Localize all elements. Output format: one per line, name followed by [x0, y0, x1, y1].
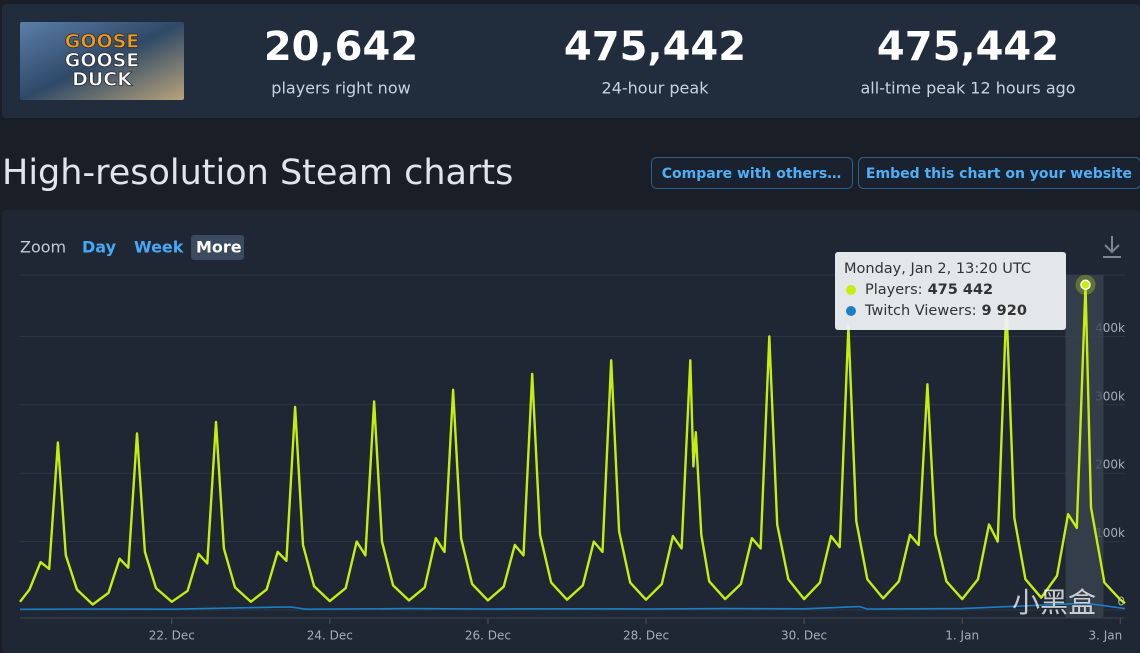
x-tick-label: 30. Dec: [781, 629, 827, 643]
button[interactable]: Compare with others…: [651, 157, 853, 189]
x-tick-label: 26. Dec: [465, 629, 511, 643]
stats-panel: [2, 4, 1140, 118]
zoom-option[interactable]: Week: [134, 238, 184, 257]
button-label: Compare with others…: [662, 166, 842, 182]
download-glyph: [1103, 236, 1121, 258]
button-label: Embed this chart on your website: [866, 166, 1132, 182]
zoom-option[interactable]: Day: [82, 238, 117, 257]
stat-value: 475,442: [564, 24, 746, 70]
zoom-active-bg: [191, 235, 244, 260]
zoom-option[interactable]: More: [196, 238, 242, 257]
x-tick-label: 24. Dec: [307, 629, 353, 643]
tooltip-title: Monday, Jan 2, 13:20 UTC: [844, 261, 1031, 277]
download-icon[interactable]: [1103, 236, 1121, 258]
tooltip-bullet: [846, 285, 856, 295]
tooltip-bullet: [846, 306, 856, 316]
button[interactable]: Embed this chart on your website: [858, 157, 1140, 189]
tooltip-row-value: 9 920: [982, 303, 1027, 319]
tooltip-row-label: Players:: [865, 282, 923, 298]
x-tick-label: 3. Jan: [1088, 629, 1122, 643]
x-tick-label: 22. Dec: [149, 629, 195, 643]
game-logo: [20, 22, 184, 100]
stat-value: 20,642: [264, 24, 418, 70]
logo-line: GOOSE: [65, 31, 140, 53]
button-frame: [858, 157, 1140, 189]
button-frame: [651, 157, 853, 189]
zoom-bar: Zoom Day Week More: [20, 235, 244, 260]
tooltip-row: Players: 475 442: [865, 282, 993, 298]
stat-label: all-time peak 12 hours ago: [860, 79, 1075, 98]
zoom-label: Zoom: [20, 238, 66, 257]
tooltip: Monday, Jan 2, 13:20 UTC Players: 475 442 T…: [835, 252, 1066, 330]
heading: High-resolution Steam charts: [2, 153, 513, 193]
logo-line: DUCK: [72, 69, 133, 91]
stat-label: players right now: [271, 79, 410, 98]
series-line: [19, 602, 1126, 611]
hover-marker: [1080, 279, 1091, 291]
tooltip-row-value: 475 442: [928, 282, 994, 298]
buttons: Compare with others… Embed this chart on …: [651, 157, 1140, 189]
stat-value: 475,442: [877, 24, 1059, 70]
series-line: [19, 283, 1126, 606]
tooltip-box: [835, 252, 1066, 330]
x-tick-label: 28. Dec: [623, 629, 669, 643]
stats: 20,642 players right now 475,442 24-hour pe…: [264, 24, 1076, 98]
logo-line: GOOSE: [65, 50, 140, 72]
stat-label: 24-hour peak: [602, 79, 710, 98]
tooltip-row: Twitch Viewers: 9 920: [864, 303, 1027, 319]
watermark: 小黑盒: [1012, 586, 1096, 619]
tooltip-row-label: Twitch Viewers:: [864, 303, 977, 319]
x-tick-label: 1. Jan: [945, 629, 979, 643]
